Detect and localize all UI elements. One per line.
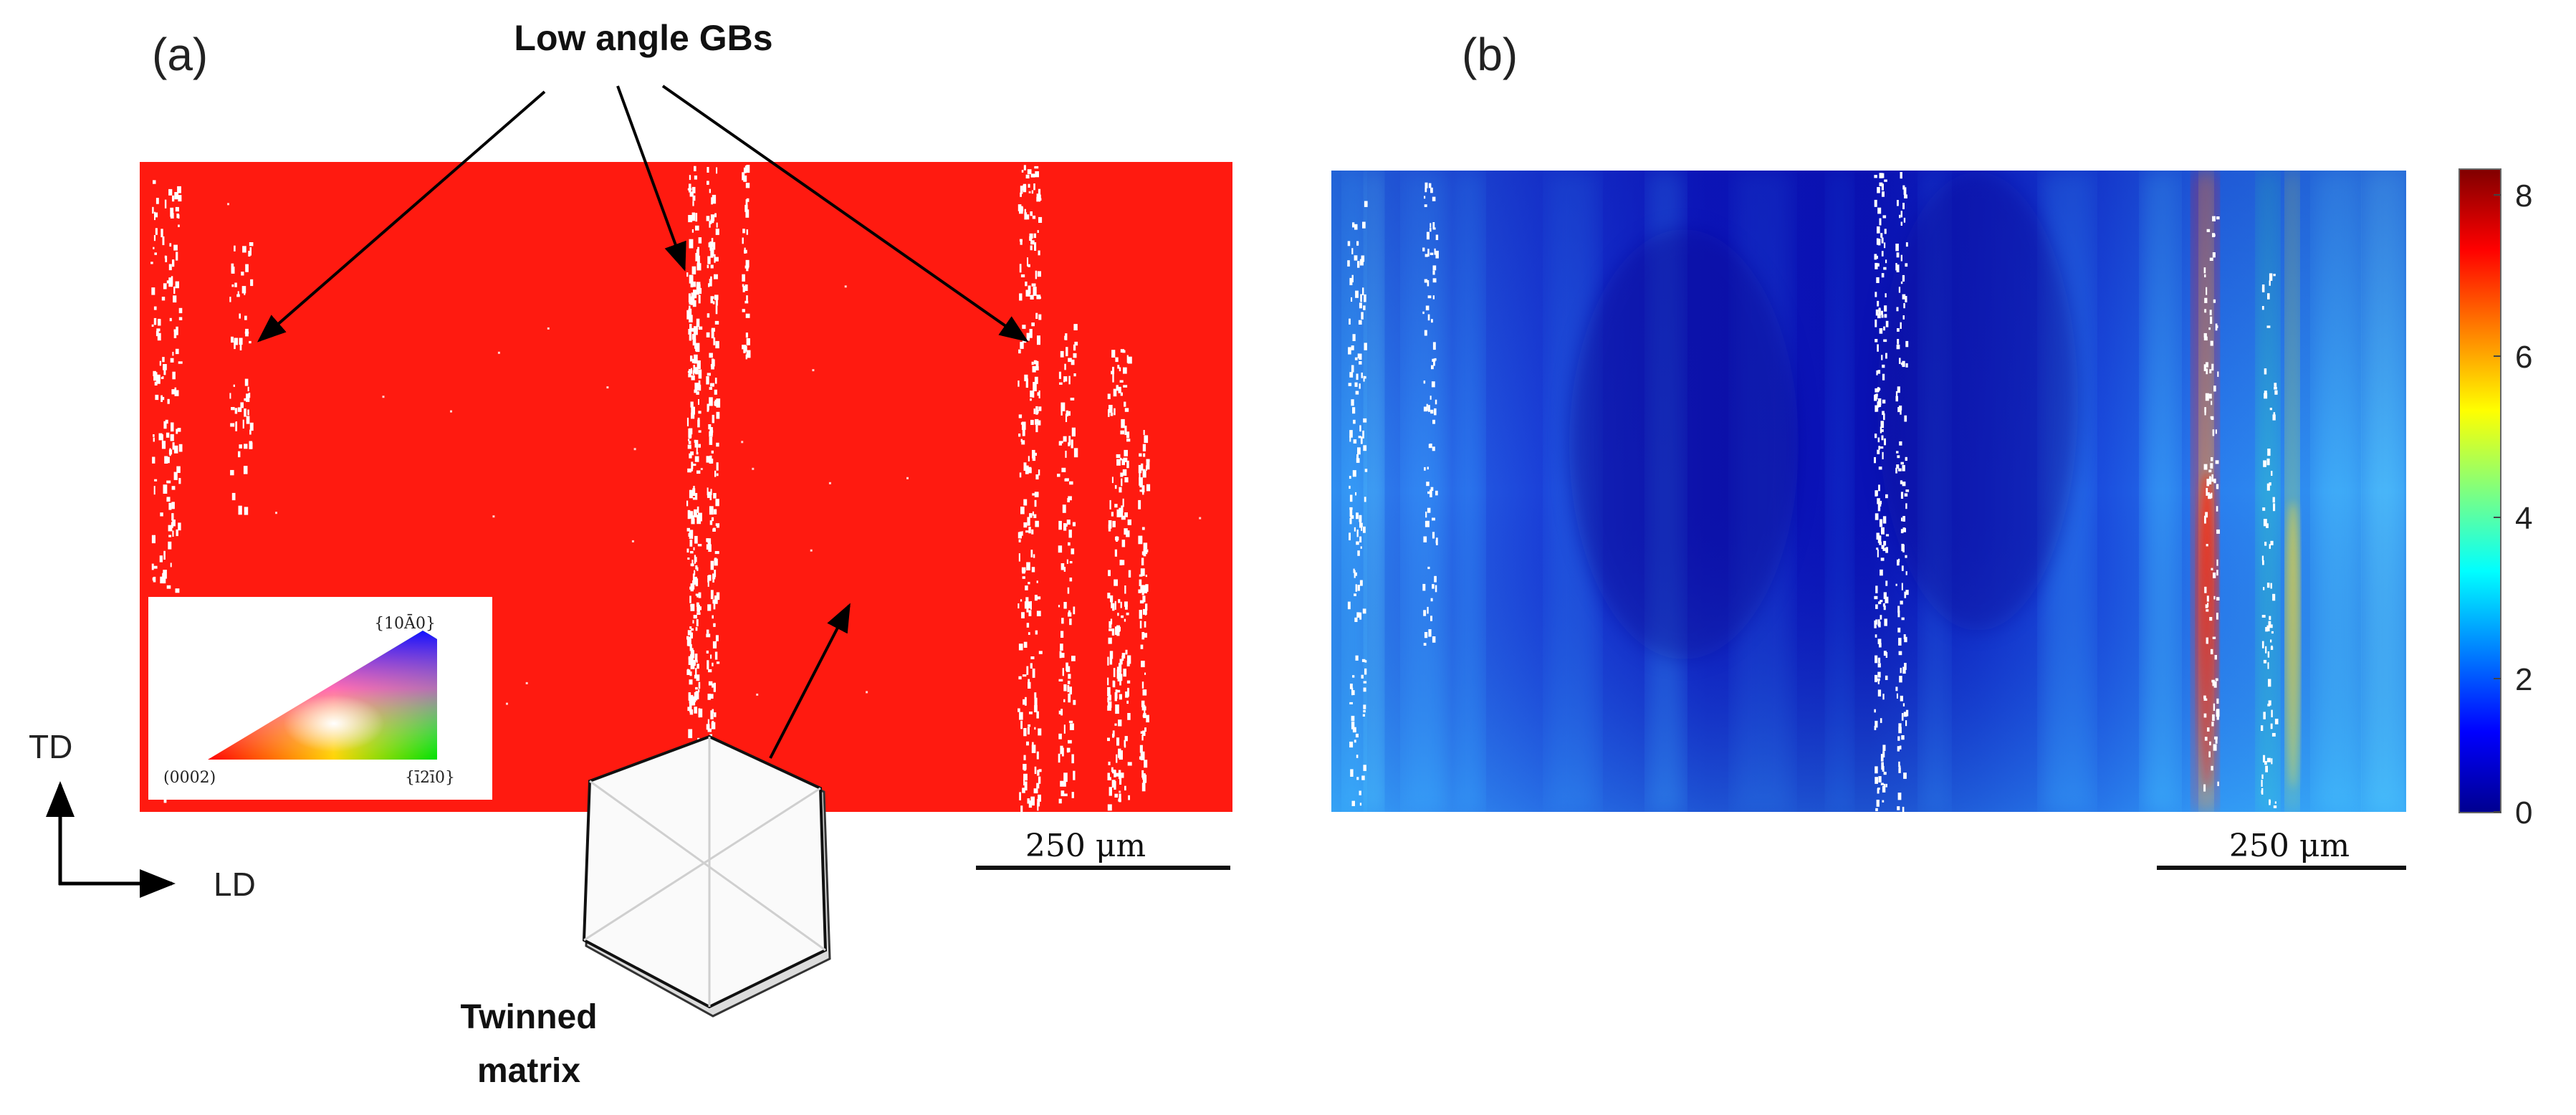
axis-td-label: TD	[29, 728, 72, 765]
twinned-matrix-label-line2: matrix	[477, 1052, 580, 1090]
panel-a-label: (a)	[152, 29, 208, 80]
low-angle-boundaries	[150, 165, 1202, 813]
kam-map	[1331, 171, 2406, 812]
arrow-icon	[769, 603, 851, 759]
twinned-matrix-label-line1: Twinned	[460, 998, 597, 1036]
colorbar-tick-label: 2	[2515, 662, 2532, 697]
colorbar-tick-label: 6	[2515, 340, 2532, 375]
ipf-label-right: {ī2ī0}	[405, 769, 455, 787]
arrow-icon	[661, 85, 1029, 343]
colorbar-tick-label: 0	[2515, 795, 2532, 831]
scale-bar-a-label: 250 μm	[1025, 828, 1146, 864]
scale-bar-a	[976, 866, 1230, 870]
scale-bar-b	[2157, 866, 2406, 870]
ipf-label-top: {10Ā0}	[374, 614, 436, 633]
annotation-low-angle-gbs: Low angle GBs	[514, 18, 772, 58]
arrow-icon	[616, 85, 686, 272]
scale-bar-b-label: 250 μm	[2229, 828, 2350, 864]
axis-ld-label: LD	[214, 866, 256, 903]
ipf-label-left: (0002)	[163, 769, 216, 787]
sample-axes: TD LD	[29, 728, 256, 903]
arrow-icon	[257, 90, 546, 343]
colorbar-icon: 8 6 4 2 0	[2458, 168, 2532, 831]
ipf-color-key: {10Ā0} (0002) {ī2ī0}	[148, 597, 492, 800]
colorbar-tick-label: 4	[2515, 501, 2532, 536]
hexagonal-crystal-icon	[582, 734, 831, 1018]
panel-b-label: (b)	[1462, 29, 1518, 80]
colorbar-tick-label: 8	[2515, 178, 2532, 214]
